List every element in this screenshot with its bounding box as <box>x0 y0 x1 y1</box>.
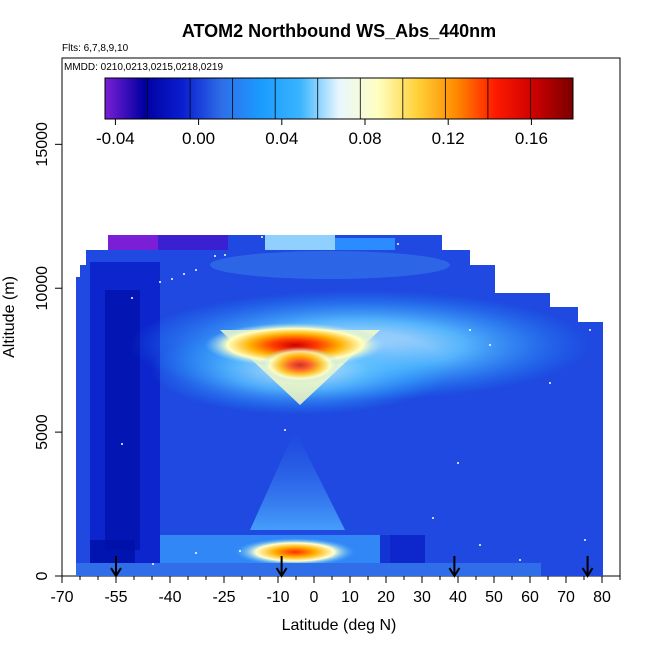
x-tick-label: 60 <box>521 589 539 606</box>
mid-plume <box>250 430 345 530</box>
heatmap-field <box>76 235 603 576</box>
profile-arrows <box>110 556 594 578</box>
x-tick-label: -40 <box>158 589 181 606</box>
colorbar: -0.04 0.00 0.04 0.08 0.12 0.16 <box>96 77 574 148</box>
x-tick-label: -55 <box>104 589 127 606</box>
colorbar-frame <box>104 77 574 120</box>
profile-arrow <box>110 556 122 578</box>
colorbar-tick-label: 0.16 <box>515 129 548 148</box>
flights-label: Flts: 6,7,8,9,10 <box>62 43 129 54</box>
colorbar-tick-label: 0.00 <box>182 129 215 148</box>
x-tick-label: 30 <box>413 589 431 606</box>
colorbar-gradient <box>105 78 573 119</box>
colorbar-tick-label: 0.12 <box>432 129 465 148</box>
field-south-darker <box>105 290 140 550</box>
y-tick-label: 10000 <box>34 266 51 311</box>
x-tick-label: -70 <box>50 589 73 606</box>
colorbar-segments <box>105 78 573 119</box>
y-tick-label: 0 <box>34 571 51 580</box>
profile-arrow <box>448 556 461 578</box>
x-tick-label: -10 <box>266 589 289 606</box>
y-axis: 0 5000 10000 15000 <box>34 122 62 580</box>
bl-dark-south <box>90 540 135 565</box>
field-bottom-row <box>76 563 541 576</box>
y-tick-label: 15000 <box>34 122 51 167</box>
dates-label: MMDD: 0210,0213,0215,0218,0219 <box>64 62 223 73</box>
x-axis-title: Latitude (deg N) <box>282 617 397 634</box>
y-axis-title: Altitude (m) <box>1 276 18 358</box>
x-tick-label: 70 <box>557 589 575 606</box>
x-axis: -70 -55 -40 -25 -10 0 10 20 30 40 50 60 70 80 <box>50 576 621 606</box>
x-tick-label: 20 <box>377 589 395 606</box>
field-top-light <box>265 235 335 250</box>
colorbar-tick-label: -0.04 <box>96 129 135 148</box>
profile-arrow <box>275 556 288 578</box>
flight-track-dots <box>121 236 591 565</box>
colorbar-ticks: -0.04 0.00 0.04 0.08 0.12 0.16 <box>96 119 548 148</box>
bl-core <box>235 538 355 566</box>
chart-title: ATOM2 Northbound WS_Abs_440nm <box>182 21 496 41</box>
upper-core-2 <box>260 347 340 383</box>
x-tick-label: 40 <box>449 589 467 606</box>
field-midlat-band <box>210 251 450 279</box>
field-top-streak-purple <box>108 235 158 250</box>
field-top-blue <box>335 238 395 250</box>
profile-arrow <box>581 556 594 578</box>
x-tick-label: 10 <box>341 589 359 606</box>
bl-dark-north <box>380 535 425 565</box>
x-tick-label: -25 <box>212 589 235 606</box>
colorbar-tick-label: 0.08 <box>348 129 381 148</box>
x-tick-label: 50 <box>485 589 503 606</box>
x-tick-label: 0 <box>310 589 319 606</box>
colorbar-tick-label: 0.04 <box>265 129 298 148</box>
y-tick-label: 5000 <box>34 414 51 450</box>
x-tick-label: 80 <box>593 589 611 606</box>
upper-core <box>205 323 385 367</box>
